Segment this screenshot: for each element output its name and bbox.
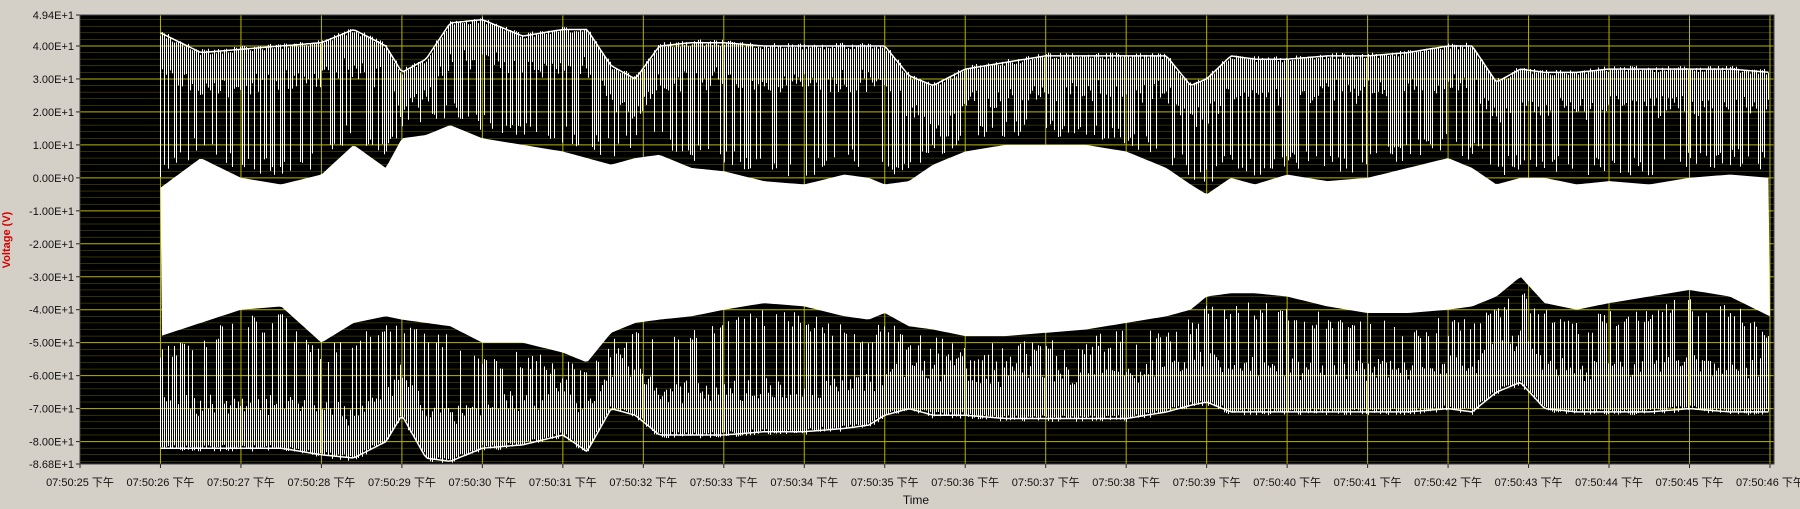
x-axis-label: Time [903, 493, 930, 504]
y-tick-label: -8.00E+1 [29, 437, 74, 449]
x-tick-label: 07:50:32 下午 [609, 476, 677, 489]
x-tick-label: 07:50:37 下午 [1012, 476, 1080, 489]
x-tick-label: 07:50:25 下午 [46, 476, 114, 489]
y-axis-label: Voltage (V) [1, 211, 13, 268]
upper-band [160, 17, 1769, 182]
y-tick-label: -3.00E+1 [29, 272, 74, 284]
y-tick-label: -2.00E+1 [29, 239, 74, 251]
x-tick-label: 07:50:33 下午 [690, 476, 758, 489]
y-tick-label: 2.00E+1 [33, 107, 74, 119]
x-tick-label: 07:50:34 下午 [770, 476, 838, 489]
lower-band [160, 293, 1769, 463]
upper-envelope-line [160, 18, 1769, 86]
y-tick-label: -5.00E+1 [29, 338, 74, 350]
y-tick-label: 4.00E+1 [33, 41, 74, 53]
y-tick-label: 3.00E+1 [33, 74, 74, 86]
trace-core [160, 125, 1770, 362]
x-tick-label: 07:50:28 下午 [287, 476, 355, 489]
voltage-trace [160, 17, 1770, 463]
x-tick-label: 07:50:31 下午 [529, 476, 597, 489]
y-tick-label: 0.00E+0 [33, 173, 74, 185]
x-tick-label: 07:50:40 下午 [1253, 476, 1321, 489]
lower-envelope-line [160, 381, 1769, 462]
y-tick-label: -7.00E+1 [29, 404, 74, 416]
x-tick-label: 07:50:46 下午 [1736, 476, 1800, 489]
x-tick-label: 07:50:36 下午 [931, 476, 999, 489]
x-tick-label: 07:50:38 下午 [1092, 476, 1160, 489]
y-tick-label: -6.00E+1 [29, 371, 74, 383]
x-tick-label: 07:50:44 下午 [1575, 476, 1643, 489]
y-tick-label: 4.94E+1 [33, 10, 74, 22]
x-tick-label: 07:50:45 下午 [1656, 476, 1724, 489]
x-tick-label: 07:50:30 下午 [448, 476, 516, 489]
plot-frame [79, 14, 1775, 465]
y-axis: 4.94E+1 4.00E+1 3.00E+1 2.00E+1 1.00E+1 0.00E… [29, 10, 80, 471]
x-tick-label: 07:50:35 下午 [851, 476, 919, 489]
x-tick-label: 07:50:41 下午 [1334, 476, 1402, 489]
y-tick-label: 1.00E+1 [33, 140, 74, 152]
y-tick-label: -1.00E+1 [29, 206, 74, 218]
x-tick-label: 07:50:29 下午 [368, 476, 436, 489]
y-tick-label: -8.68E+1 [29, 459, 74, 471]
x-tick-label: 07:50:43 下午 [1495, 476, 1563, 489]
x-tick-label: 07:50:42 下午 [1414, 476, 1482, 489]
x-tick-label: 07:50:39 下午 [1173, 476, 1241, 489]
x-axis: 07:50:25 下午 07:50:26 下午 07:50:27 下午 07:50:2… [46, 14, 1800, 489]
y-tick-label: -4.00E+1 [29, 305, 74, 317]
x-tick-label: 07:50:26 下午 [127, 476, 195, 489]
x-tick-label: 07:50:27 下午 [207, 476, 275, 489]
